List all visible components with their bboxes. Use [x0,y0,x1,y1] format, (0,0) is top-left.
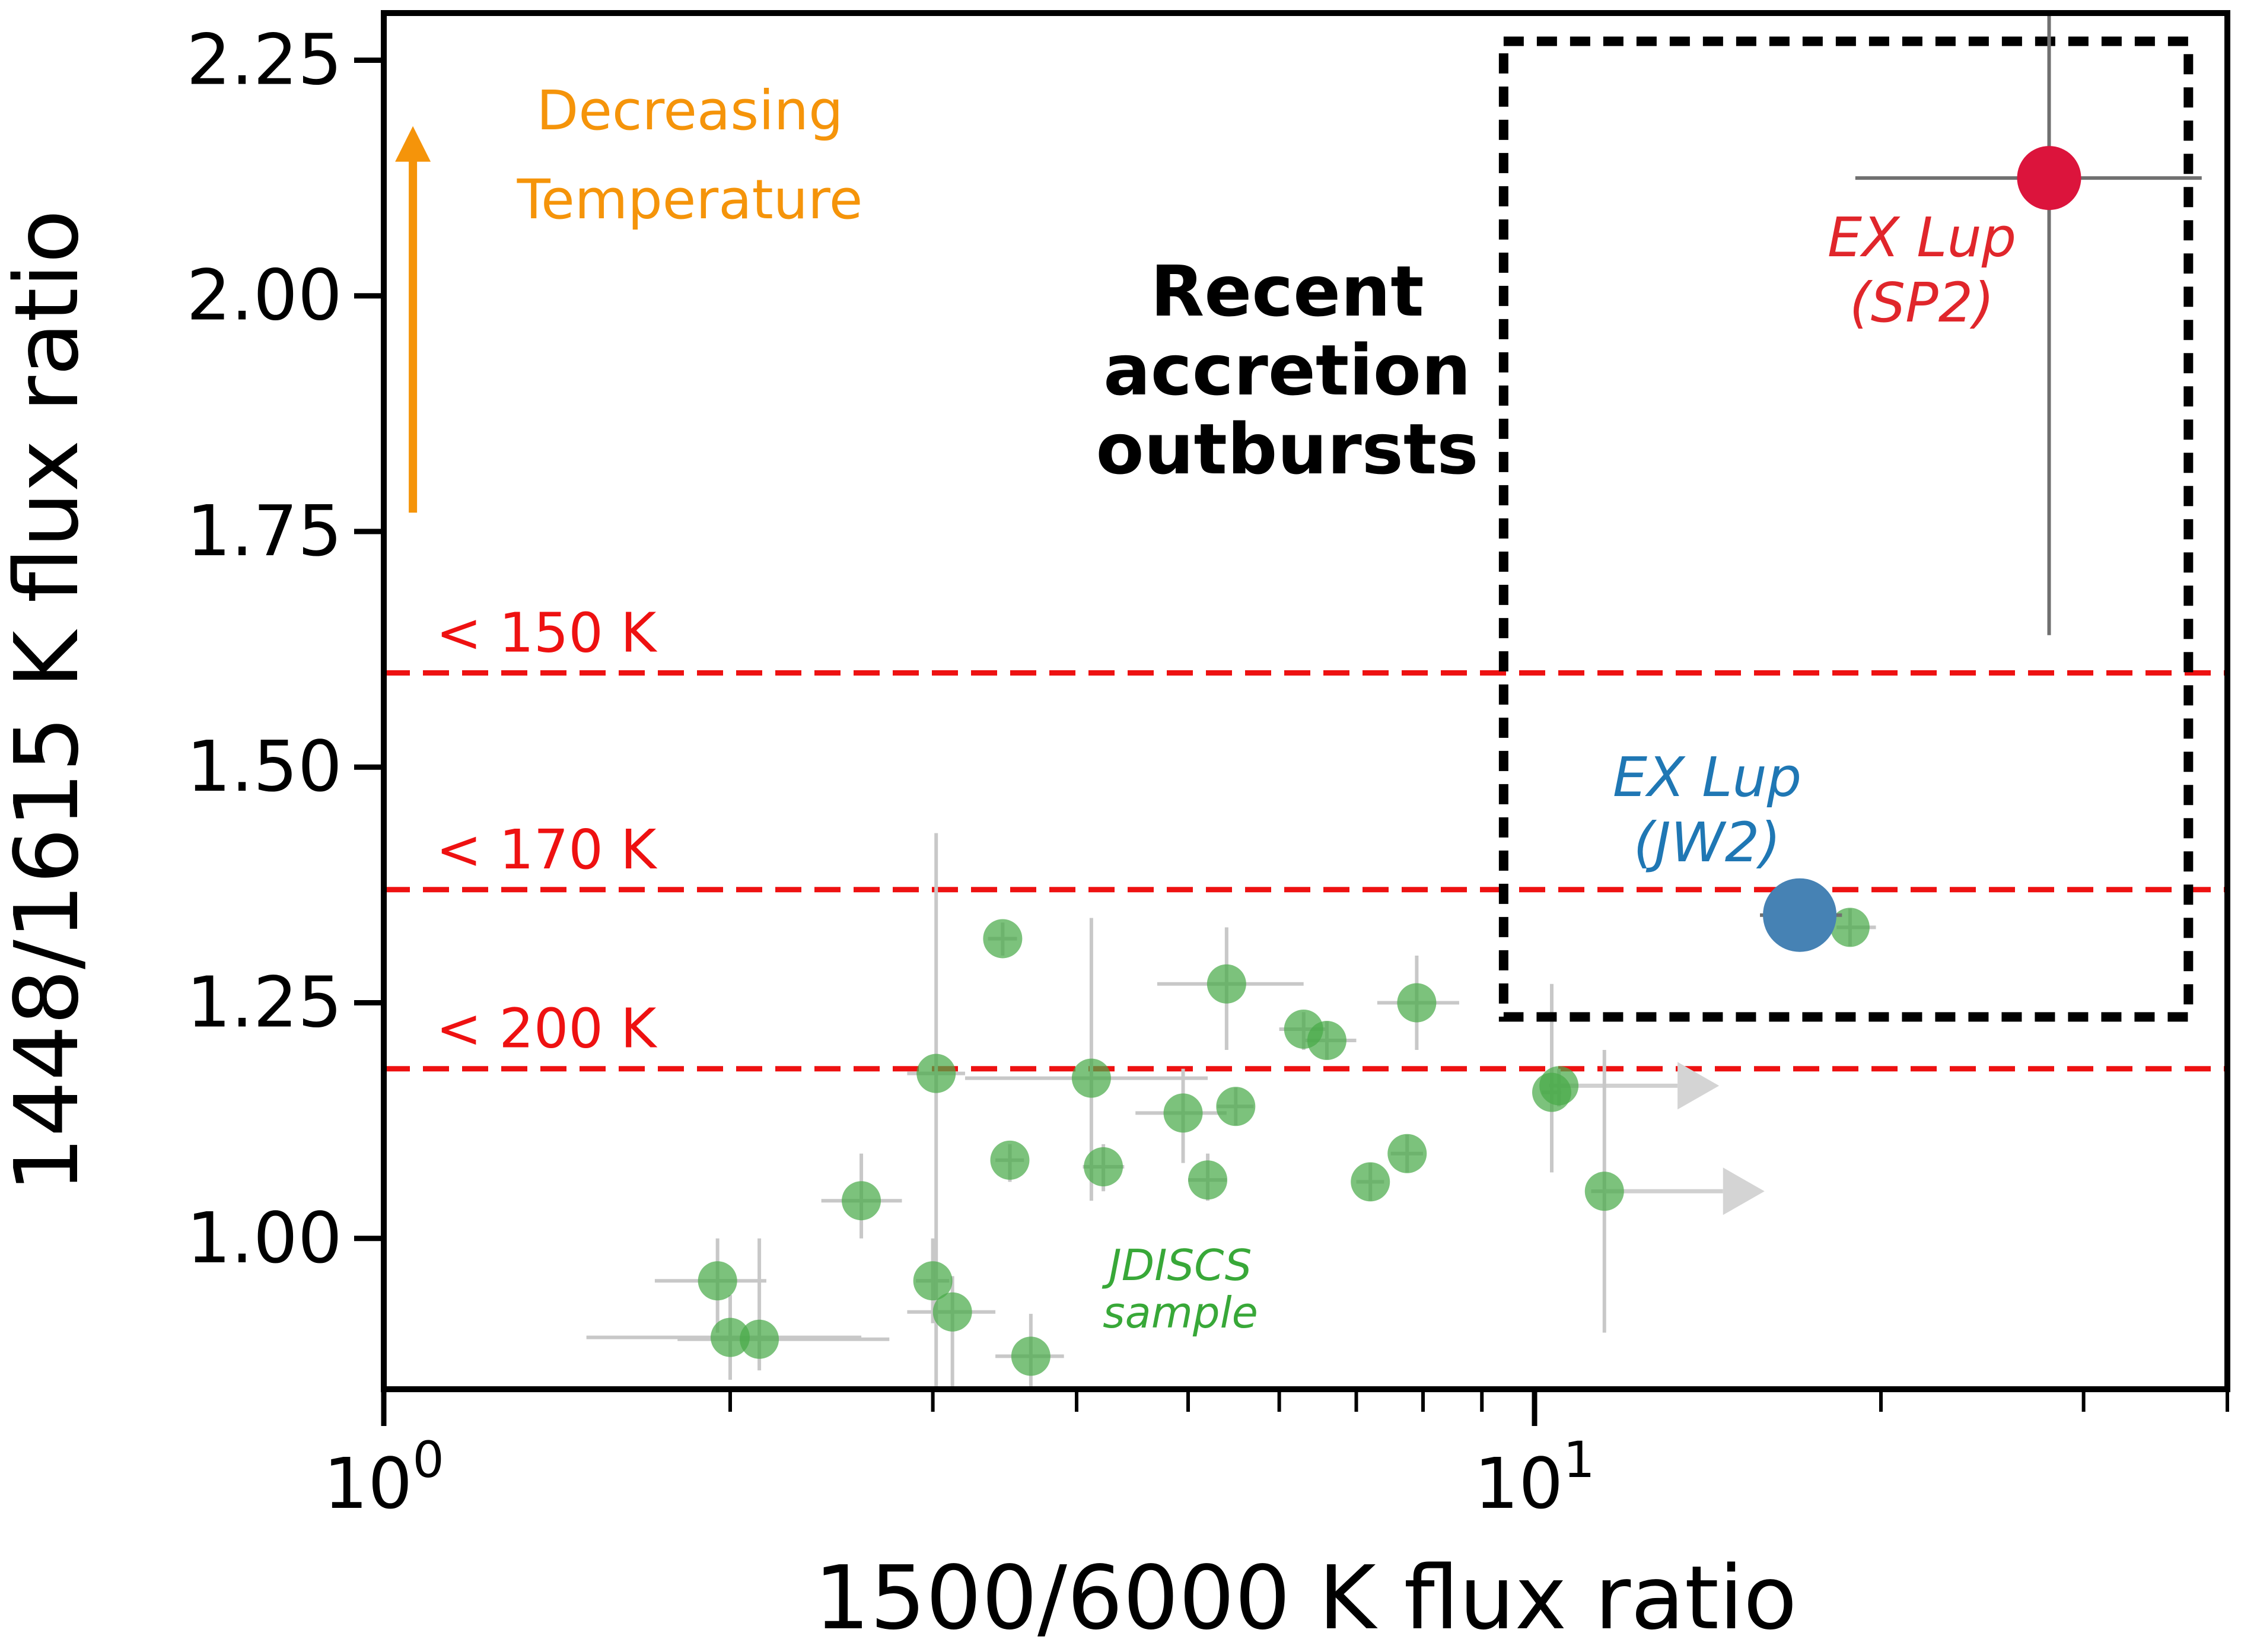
sample-point [983,919,1023,959]
y-axis-label: 1448/1615 K flux ratio [0,209,98,1192]
y-tick-label: 1.25 [186,961,342,1043]
x-tick-label-exponent: 0 [412,1431,444,1489]
y-tick-label: 2.00 [186,254,342,336]
sample-point [1084,1147,1123,1186]
sample-point [932,1292,972,1332]
sample-point [990,1140,1030,1180]
temperature-label-line1: Decreasing [536,79,843,142]
temperature-label-line2: Temperature [517,168,863,231]
outburst-box-rect [1498,36,2194,1022]
x-axis-ticks: 100 101 [323,1389,2229,1524]
box-label-line2: accretion [1103,329,1471,411]
sample-point [913,1261,953,1301]
ex-lup-points [1760,13,2202,952]
y-tick-label: 1.75 [186,490,342,572]
sample-point [1188,1160,1228,1200]
x-tick-label: 101 [1474,1431,1595,1524]
sample-label-line2: sample [1103,1288,1258,1338]
sample-point [698,1261,737,1301]
y-tick-label: 1.00 [186,1197,342,1279]
sample-point [916,1053,956,1093]
sample-point [1307,1021,1346,1061]
sample-point [1071,1058,1111,1098]
box-label-line3: outbursts [1096,408,1478,490]
y-tick-label: 1.50 [186,725,342,807]
sample-point [1163,1093,1203,1133]
sample-point [710,1317,750,1357]
jw2-label-line1: EX Lup [1613,746,1801,809]
sample-points [698,908,1870,1376]
sample-point [1584,1172,1624,1211]
ex-lup-point [1763,878,1837,952]
sp2-label-line1: EX Lup [1828,206,2016,269]
sample-point [1011,1336,1051,1376]
sample-limit-arrow-head [1677,1062,1720,1110]
sample-point [1207,964,1246,1004]
threshold-label: < 170 K [436,818,658,881]
sample-point [1216,1087,1256,1126]
temperature-arrow-head [395,126,431,162]
sample-point [1351,1162,1390,1202]
sample-point [1387,1134,1427,1173]
x-tick-label-base: 10 [1474,1443,1563,1524]
x-axis-label: 1500/6000 K flux ratio [814,1547,1797,1649]
sample-point [740,1319,779,1359]
box-label-line1: Recent [1150,250,1424,332]
sp2-label-line2: (SP2) [1850,271,1994,335]
sample-limit-arrow-head [1723,1167,1765,1215]
sample-label-line1: JDISCS [1102,1240,1252,1290]
x-tick-label: 100 [323,1431,444,1524]
x-tick-label-base: 10 [323,1443,412,1524]
y-tick-label: 2.25 [186,18,342,100]
sample-point [1539,1066,1579,1106]
threshold-lines: < 150 K < 170 K < 200 K [384,601,2227,1072]
outburst-box [1498,36,2194,1022]
y-axis-ticks: 1.00 1.25 1.50 1.75 2.00 2.25 [186,18,384,1279]
jw2-label-line2: (JW2) [1634,811,1781,874]
ex-lup-point [2017,146,2081,211]
x-tick-label-exponent: 1 [1563,1431,1594,1489]
threshold-label: < 200 K [436,997,658,1061]
sample-point [1397,983,1437,1023]
threshold-label: < 150 K [436,601,658,664]
sample-point [842,1181,881,1221]
plot-frame [381,10,2230,1392]
sample-point [1830,908,1870,947]
annotations: Decreasing Temperature Recent accretion … [395,79,2016,1338]
